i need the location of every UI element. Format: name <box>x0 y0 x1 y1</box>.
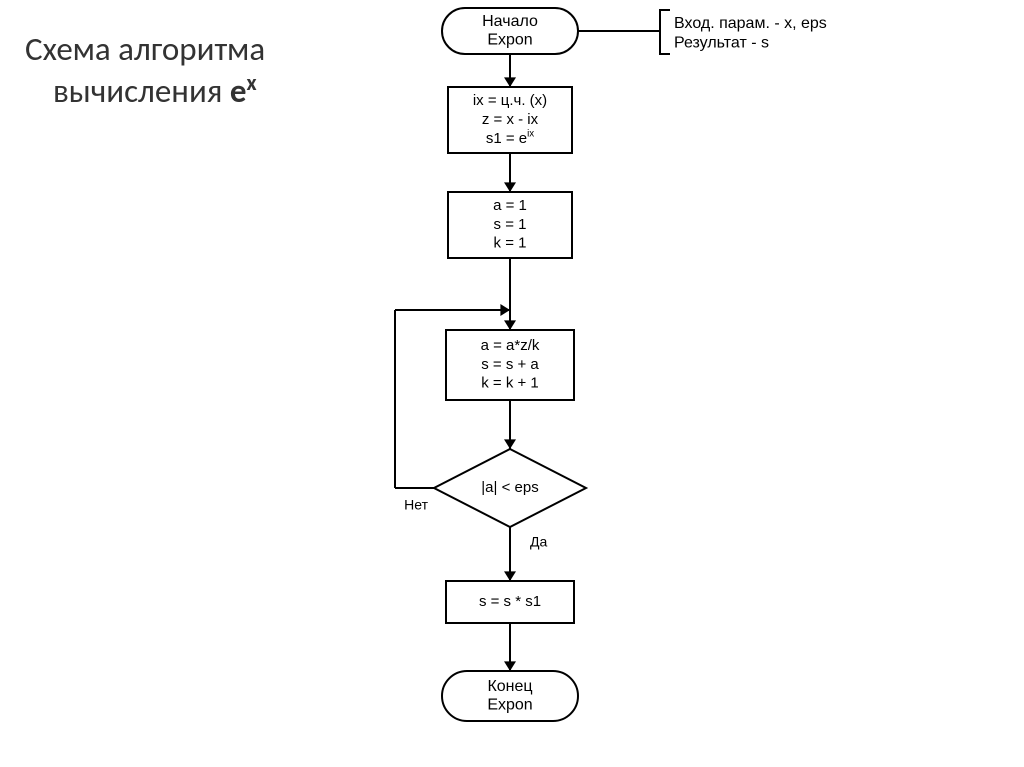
svg-text:Expon: Expon <box>487 31 532 48</box>
svg-text:Expon: Expon <box>487 696 532 713</box>
svg-text:s1 = eix: s1 = eix <box>486 128 534 147</box>
svg-text:ix = ц.ч. (x): ix = ц.ч. (x) <box>473 92 547 109</box>
svg-text:k = k + 1: k = k + 1 <box>481 375 539 392</box>
svg-text:z = x - ix: z = x - ix <box>482 111 539 128</box>
svg-text:Конец: Конец <box>487 678 532 695</box>
svg-text:Вход. парам. - х, eps: Вход. парам. - х, eps <box>674 15 827 32</box>
svg-text:a = a*z/k: a = a*z/k <box>481 337 540 354</box>
svg-text:Результат - s: Результат - s <box>674 34 769 51</box>
svg-text:Нет: Нет <box>404 497 428 513</box>
svg-text:Начало: Начало <box>482 13 538 30</box>
svg-text:|a| < eps: |a| < eps <box>481 479 538 496</box>
svg-text:s = s * s1: s = s * s1 <box>479 593 541 610</box>
svg-text:a = 1: a = 1 <box>493 197 527 214</box>
svg-text:s = s + a: s = s + a <box>481 356 539 373</box>
svg-text:Да: Да <box>530 534 547 550</box>
svg-text:k = 1: k = 1 <box>494 235 527 252</box>
svg-text:s = 1: s = 1 <box>494 216 527 233</box>
flowchart-svg: НачалоExponВход. парам. - х, epsРезульта… <box>0 0 1024 767</box>
